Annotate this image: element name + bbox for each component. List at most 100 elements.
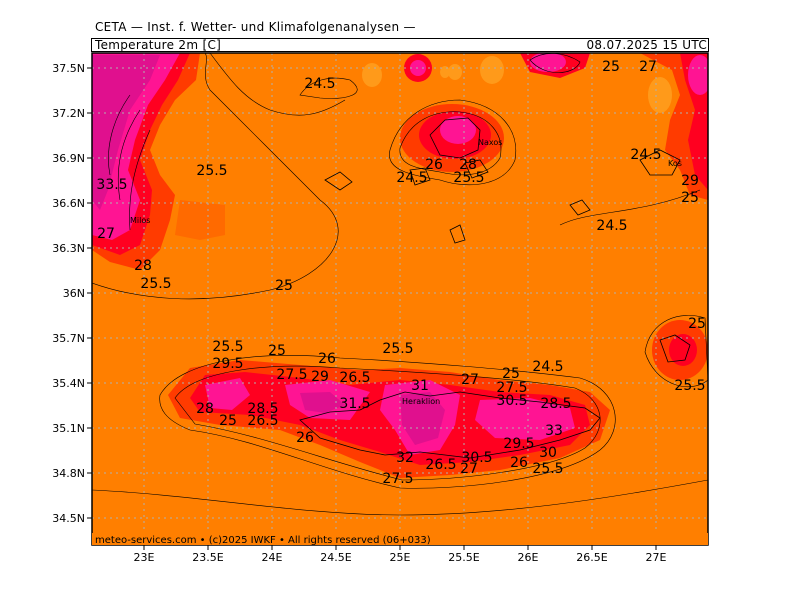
contour-label: 30.5 — [496, 393, 527, 409]
variable-label: Temperature 2m [C] — [95, 38, 222, 52]
isotherm — [92, 53, 339, 300]
copyright-footer: meteo-services.com • (c)2025 IWKF • All … — [95, 535, 431, 546]
contour-label: 25 — [602, 59, 620, 75]
contour-label: 24.5 — [396, 170, 427, 186]
place-labels: Naxos Heraklion Milos Kos — [130, 138, 682, 406]
latitude-labels: 37.5N 37.2N 36.9N 36.6N 36.3N 36N 35.7N … — [52, 62, 85, 525]
contour-label: 27 — [97, 226, 115, 242]
isotherm — [209, 53, 346, 116]
contour-label: 28 — [196, 401, 214, 417]
contour-labels: 24.5 25 27 33.5 25.5 27 28 25.5 25 26 28… — [96, 59, 706, 487]
lat-tick-label: 35.1N — [52, 422, 85, 435]
contour-label: 28 — [134, 258, 152, 274]
isotherm — [108, 94, 151, 231]
contour-label: 26.5 — [425, 457, 456, 473]
crete-west-peak — [205, 378, 250, 410]
island — [639, 149, 681, 176]
contour-label: 33.5 — [96, 177, 127, 193]
crete-east-peak — [475, 398, 575, 440]
contour-label: 28.5 — [540, 396, 571, 412]
longitude-labels: 23E 23.5E 24E 24.5E 25E 25.5E 26E 26.5E … — [134, 551, 667, 564]
contour-label: 27 — [460, 461, 478, 477]
contour-label: 29 — [681, 173, 699, 189]
hotspot-north-core — [530, 53, 566, 72]
island — [464, 159, 489, 179]
contour-label: 25 — [275, 278, 293, 294]
coastlines — [299, 117, 691, 459]
contour-label: 27.5 — [496, 380, 527, 396]
cool-blob — [648, 77, 672, 113]
lat-tick-label: 35.7N — [52, 332, 85, 345]
hot-region-east-peak — [688, 55, 708, 95]
valid-time-label: 08.07.2025 15 UTC — [586, 38, 707, 52]
cool-blob — [440, 66, 450, 78]
contour-label: 25.5 — [453, 170, 484, 186]
footer-strip — [92, 533, 708, 545]
contour-label: 26 — [510, 455, 528, 471]
contour-label: 26.5 — [247, 413, 278, 429]
contour-label: 27.5 — [276, 367, 307, 383]
isotherm — [159, 355, 616, 489]
contour-label: 25 — [681, 190, 699, 206]
isotherm — [174, 365, 601, 481]
contour-label: 25.5 — [382, 341, 413, 357]
contour-label: 33 — [545, 423, 563, 439]
contour-label: 29.5 — [212, 356, 243, 372]
lon-tick-label: 23.5E — [192, 551, 223, 564]
island — [449, 224, 466, 244]
lat-tick-label: 36.6N — [52, 197, 85, 210]
lon-tick-label: 24.5E — [320, 551, 351, 564]
lat-tick-label: 37.5N — [52, 62, 85, 75]
contour-label: 25 — [688, 316, 706, 332]
lon-tick-label: 24E — [262, 551, 283, 564]
contour-label: 31 — [411, 378, 429, 394]
kos-hot — [669, 334, 697, 366]
contour-label: 31.5 — [339, 396, 370, 412]
contour-label: 26 — [425, 157, 443, 173]
lat-tick-label: 34.5N — [52, 512, 85, 525]
contour-label: 27 — [461, 372, 479, 388]
institution-title: CETA — Inst. f. Wetter- und Klimafolgena… — [95, 20, 416, 34]
contour-label: 29 — [311, 369, 329, 385]
axis-tick-marks — [87, 67, 657, 550]
contour-label: 25.5 — [674, 378, 705, 394]
contour-label: 25 — [268, 343, 286, 359]
contour-label: 24.5 — [596, 218, 627, 234]
cool-blob — [480, 56, 504, 84]
island — [569, 199, 591, 216]
isotherms — [92, 53, 708, 516]
lat-tick-label: 35.4N — [52, 377, 85, 390]
contour-label: 25.5 — [212, 339, 243, 355]
contour-label: 25.5 — [140, 276, 171, 292]
island — [409, 167, 431, 186]
contour-label: 27.5 — [382, 471, 413, 487]
cool-blob — [448, 64, 462, 80]
lat-tick-label: 34.8N — [52, 467, 85, 480]
place-milos: Milos — [130, 216, 150, 225]
isotherm — [299, 77, 358, 99]
contour-label: 25 — [502, 366, 520, 382]
graticule — [92, 53, 708, 545]
place-naxos: Naxos — [478, 138, 502, 147]
island — [324, 171, 353, 191]
contour-label: 24.5 — [532, 359, 563, 375]
contour-label: 24.5 — [304, 76, 335, 92]
title-bar — [91, 38, 709, 52]
lat-tick-label: 36.9N — [52, 152, 85, 165]
contour-label: 29.5 — [503, 436, 534, 452]
place-kos: Kos — [668, 159, 682, 168]
lon-tick-label: 25E — [390, 551, 411, 564]
contour-label: 24.5 — [630, 147, 661, 163]
place-heraklion: Heraklion — [402, 397, 440, 406]
kos-coast — [659, 334, 691, 363]
contour-label: 28.5 — [247, 401, 278, 417]
lon-tick-label: 27E — [646, 551, 667, 564]
naxos-peak — [440, 116, 476, 144]
contour-label: 30.5 — [461, 450, 492, 466]
crete-central-core — [300, 392, 345, 413]
crete-heraklion-core — [400, 392, 445, 445]
contour-label: 25.5 — [196, 163, 227, 179]
contour-label: 32 — [396, 450, 414, 466]
isotherm — [389, 99, 517, 186]
